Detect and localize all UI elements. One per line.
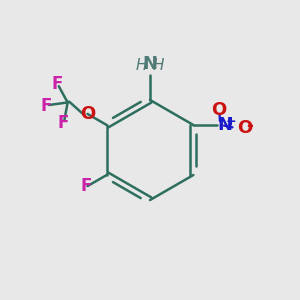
Text: O: O [80,105,95,123]
Text: F: F [52,75,63,93]
Text: O: O [237,119,252,137]
Text: H: H [152,58,164,73]
Text: N: N [142,56,158,74]
Text: +: + [226,115,236,128]
Text: N: N [218,116,232,134]
Text: F: F [80,177,92,195]
Text: O: O [211,101,226,119]
Text: -: - [246,117,253,135]
Text: F: F [58,114,69,132]
Text: F: F [41,97,52,115]
Text: H: H [136,58,148,73]
